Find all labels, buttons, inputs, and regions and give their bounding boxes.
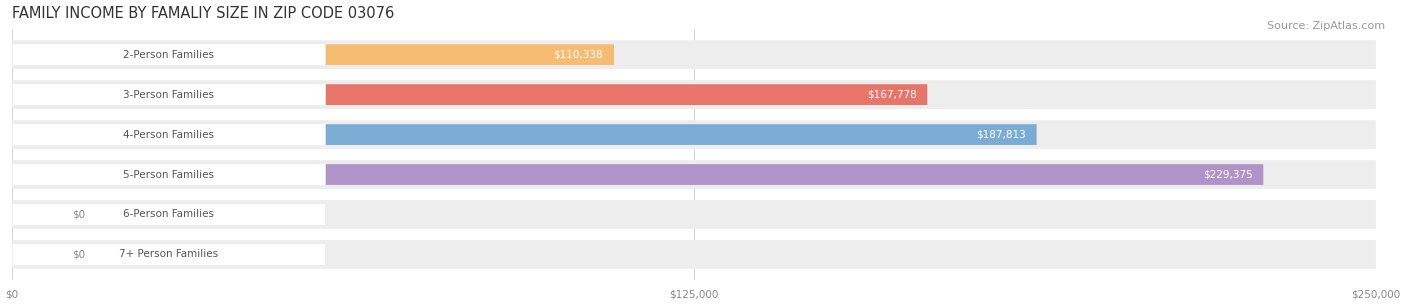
FancyBboxPatch shape	[13, 163, 326, 186]
Text: 2-Person Families: 2-Person Families	[124, 50, 215, 60]
Text: 3-Person Families: 3-Person Families	[124, 90, 215, 100]
Text: $167,778: $167,778	[866, 90, 917, 100]
FancyBboxPatch shape	[13, 160, 1376, 189]
FancyBboxPatch shape	[13, 83, 326, 106]
FancyBboxPatch shape	[13, 244, 56, 265]
Text: $110,338: $110,338	[554, 50, 603, 60]
FancyBboxPatch shape	[13, 120, 1376, 149]
FancyBboxPatch shape	[13, 124, 1036, 145]
FancyBboxPatch shape	[13, 164, 1264, 185]
Text: 6-Person Families: 6-Person Families	[124, 210, 215, 220]
Text: $229,375: $229,375	[1202, 170, 1253, 180]
FancyBboxPatch shape	[13, 240, 1376, 269]
Text: 4-Person Families: 4-Person Families	[124, 130, 215, 140]
FancyBboxPatch shape	[13, 203, 326, 226]
FancyBboxPatch shape	[13, 123, 326, 146]
FancyBboxPatch shape	[13, 243, 326, 266]
Text: 7+ Person Families: 7+ Person Families	[120, 249, 218, 260]
Text: Source: ZipAtlas.com: Source: ZipAtlas.com	[1267, 21, 1385, 31]
Text: $187,813: $187,813	[976, 130, 1026, 140]
FancyBboxPatch shape	[13, 80, 1376, 109]
Text: 5-Person Families: 5-Person Families	[124, 170, 215, 180]
Text: $0: $0	[72, 210, 86, 220]
FancyBboxPatch shape	[13, 43, 326, 66]
Text: $0: $0	[72, 249, 86, 260]
FancyBboxPatch shape	[13, 44, 614, 65]
Text: FAMILY INCOME BY FAMALIY SIZE IN ZIP CODE 03076: FAMILY INCOME BY FAMALIY SIZE IN ZIP COD…	[13, 5, 394, 20]
FancyBboxPatch shape	[13, 84, 928, 105]
FancyBboxPatch shape	[13, 200, 1376, 229]
FancyBboxPatch shape	[13, 204, 56, 225]
FancyBboxPatch shape	[13, 40, 1376, 69]
